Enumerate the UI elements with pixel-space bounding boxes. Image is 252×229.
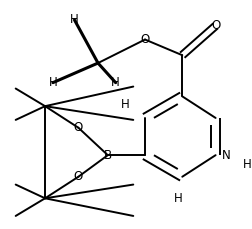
Text: O: O — [211, 19, 220, 32]
Text: N: N — [222, 149, 230, 162]
Text: B: B — [104, 149, 112, 162]
Text: H: H — [70, 14, 79, 26]
Text: O: O — [74, 121, 83, 134]
Text: H: H — [49, 76, 57, 89]
Text: H: H — [174, 192, 183, 205]
Text: H: H — [111, 76, 120, 89]
Text: H: H — [243, 158, 252, 172]
Text: O: O — [74, 170, 83, 183]
Text: H: H — [121, 98, 130, 111]
Text: O: O — [140, 33, 150, 46]
